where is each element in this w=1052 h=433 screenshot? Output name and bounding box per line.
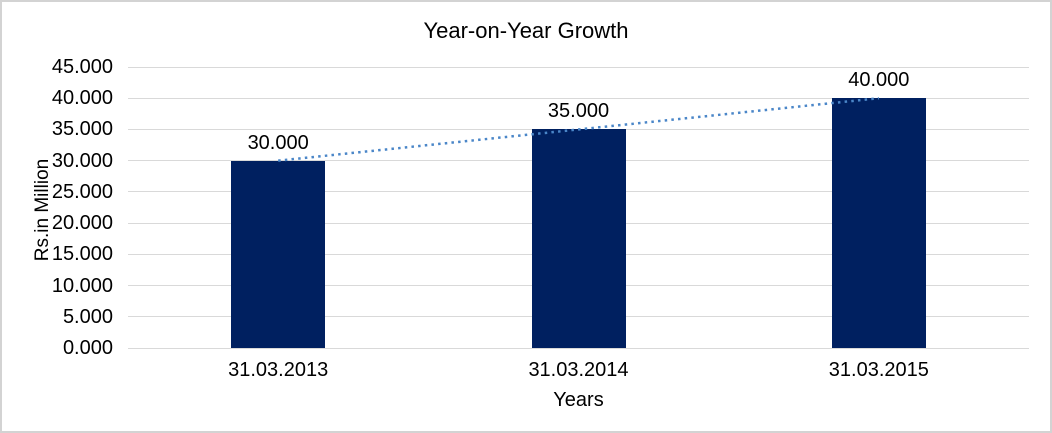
y-tick-label: 45.000 <box>51 56 113 78</box>
bar-data-label: 40.000 <box>848 69 910 92</box>
y-tick-label: 25.000 <box>51 180 113 203</box>
x-tick-label: 31.03.2015 <box>828 359 929 381</box>
y-axis-labels: 0.000 5.000 10.000 15.000 20.000 25.000 30.000… <box>2 56 113 359</box>
gridline <box>128 347 1029 349</box>
x-axis-title: Years <box>553 389 604 411</box>
x-tick-label: 31.03.2013 <box>228 359 329 381</box>
bars: 30.000 35.000 40.000 <box>128 67 1029 348</box>
trendline-path <box>278 96 879 162</box>
y-tick-label: 30.000 <box>51 149 113 172</box>
bar <box>531 129 626 348</box>
bar <box>831 98 926 348</box>
trendline <box>278 96 879 162</box>
y-tick-label: 40.000 <box>51 87 113 110</box>
bar-data-label: 30.000 <box>247 131 309 154</box>
y-tick-label: 0.000 <box>62 337 113 359</box>
plot-area: 30.000 35.000 40.000 <box>128 66 1029 349</box>
y-tick-label: 35.000 <box>51 118 113 141</box>
bar <box>231 160 326 348</box>
y-tick-label: 10.000 <box>51 274 113 297</box>
y-tick-label: 15.000 <box>51 243 113 266</box>
chart-title: Year-on-Year Growth <box>423 18 629 43</box>
gridline <box>128 66 1029 68</box>
bar-data-label: 35.000 <box>547 100 610 123</box>
y-tick-label: 20.000 <box>51 212 113 235</box>
x-axis-labels: 31.03.2013 31.03.2014 31.03.2015 <box>128 358 1029 384</box>
y-tick-label: 5.000 <box>62 305 113 328</box>
x-tick-label: 31.03.2014 <box>528 359 629 381</box>
gridline <box>128 97 1029 99</box>
